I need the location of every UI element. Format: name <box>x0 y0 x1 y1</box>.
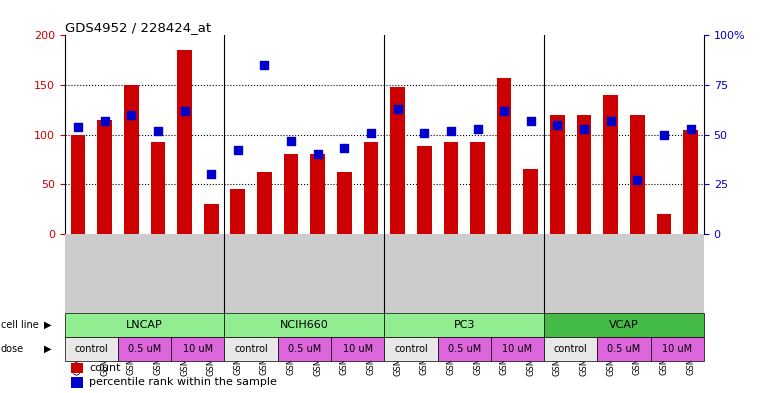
Point <box>631 177 643 184</box>
Text: dose: dose <box>1 344 24 354</box>
Point <box>338 145 350 152</box>
Bar <box>310 154 325 234</box>
Bar <box>65 337 118 361</box>
Text: control: control <box>554 344 587 354</box>
Bar <box>278 337 331 361</box>
Text: control: control <box>394 344 428 354</box>
Point <box>604 118 616 124</box>
Bar <box>417 147 431 234</box>
Point <box>178 108 190 114</box>
Bar <box>544 313 704 337</box>
Text: control: control <box>234 344 268 354</box>
Text: cell line: cell line <box>1 320 39 330</box>
Text: NCIH660: NCIH660 <box>280 320 329 330</box>
Bar <box>71 134 85 234</box>
Bar <box>524 169 538 234</box>
Point <box>258 62 271 68</box>
Point <box>391 106 403 112</box>
Point <box>98 118 111 124</box>
Point <box>365 129 377 136</box>
Bar <box>151 141 165 234</box>
Bar <box>284 154 298 234</box>
Bar <box>71 377 83 387</box>
Point <box>419 129 431 136</box>
Bar <box>171 337 224 361</box>
Bar <box>577 115 591 234</box>
Point <box>231 147 244 154</box>
Bar <box>224 337 278 361</box>
Bar <box>257 172 272 234</box>
Text: 0.5 uM: 0.5 uM <box>607 344 641 354</box>
Bar <box>177 50 192 234</box>
Bar <box>630 115 645 234</box>
Text: count: count <box>89 363 120 373</box>
Bar <box>444 141 458 234</box>
Bar <box>550 115 565 234</box>
Point <box>551 121 563 128</box>
Text: ▶: ▶ <box>44 344 52 354</box>
Text: 0.5 uM: 0.5 uM <box>128 344 161 354</box>
Bar <box>603 95 618 234</box>
Point <box>684 125 696 132</box>
Bar <box>497 78 511 234</box>
Point <box>151 127 164 134</box>
Text: ▶: ▶ <box>44 320 52 330</box>
Point <box>312 151 324 158</box>
Bar <box>124 85 139 234</box>
Text: 10 uM: 10 uM <box>342 344 373 354</box>
Text: 10 uM: 10 uM <box>183 344 213 354</box>
Text: percentile rank within the sample: percentile rank within the sample <box>89 377 277 387</box>
Text: 10 uM: 10 uM <box>662 344 693 354</box>
Bar <box>364 141 378 234</box>
Point <box>72 123 84 130</box>
Bar <box>71 363 83 373</box>
Point <box>444 127 457 134</box>
Text: LNCAP: LNCAP <box>126 320 163 330</box>
Bar <box>470 141 485 234</box>
Bar <box>337 172 352 234</box>
Bar <box>544 337 597 361</box>
Bar <box>390 87 405 234</box>
Text: control: control <box>75 344 108 354</box>
Bar <box>231 189 245 234</box>
Text: GDS4952 / 228424_at: GDS4952 / 228424_at <box>65 21 211 34</box>
Text: 0.5 uM: 0.5 uM <box>447 344 481 354</box>
Point <box>471 125 484 132</box>
Bar <box>438 337 491 361</box>
Bar <box>118 337 171 361</box>
Point <box>285 138 297 144</box>
Point <box>205 171 218 177</box>
Bar <box>97 120 112 234</box>
Text: 10 uM: 10 uM <box>502 344 533 354</box>
Bar <box>651 337 704 361</box>
Bar <box>204 204 218 234</box>
Text: VCAP: VCAP <box>609 320 639 330</box>
Bar <box>683 130 698 234</box>
Point <box>125 112 137 118</box>
Bar <box>65 313 224 337</box>
Point <box>658 131 670 138</box>
Point <box>524 118 537 124</box>
Bar <box>331 337 384 361</box>
Bar <box>384 313 544 337</box>
Text: PC3: PC3 <box>454 320 475 330</box>
Bar <box>224 313 384 337</box>
Bar <box>657 214 671 234</box>
Bar <box>384 337 438 361</box>
Text: 0.5 uM: 0.5 uM <box>288 344 321 354</box>
Bar <box>491 337 544 361</box>
Bar <box>597 337 651 361</box>
Point <box>498 108 510 114</box>
Point <box>578 125 590 132</box>
